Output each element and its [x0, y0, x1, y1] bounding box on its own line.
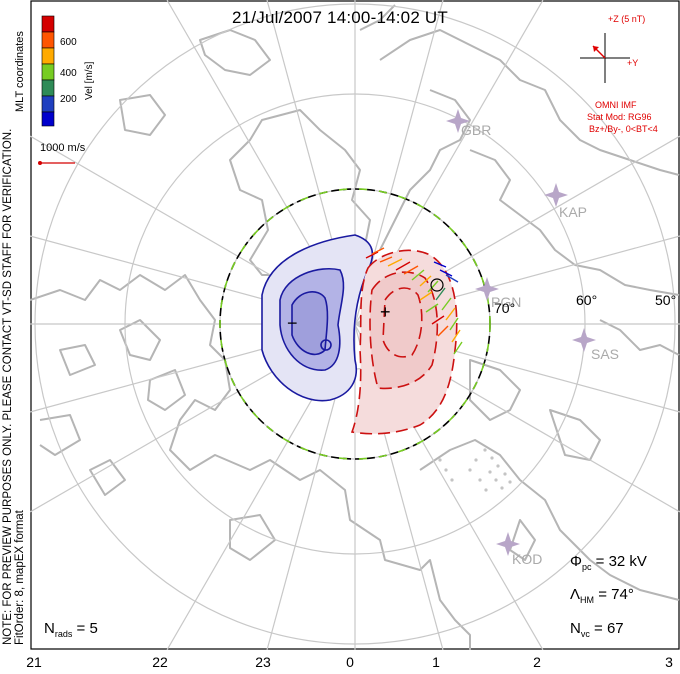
- station-sas: SAS: [591, 346, 620, 362]
- mlt-tick-21: 21: [26, 654, 42, 670]
- mlt-tick-2: 2: [533, 654, 541, 670]
- fov-dots: [438, 448, 512, 492]
- nrads-symbol: N: [44, 620, 55, 637]
- stat-nvc: Nvc = 67: [570, 620, 624, 639]
- plot-title: 21/Jul/2007 14:00-14:02 UT: [232, 8, 448, 27]
- latitude-60: 60°: [576, 292, 598, 308]
- coords-label: MLT coordinates: [14, 31, 26, 112]
- mlt-tick-23: 23: [255, 654, 271, 670]
- stat-phi-pc: Φpc = 32 kV: [570, 553, 647, 572]
- mlt-tick-1: 1: [432, 654, 440, 670]
- hm-boundary-overlay: [219, 188, 491, 460]
- negative-cell: [261, 234, 374, 402]
- colorbar-label: Vel [m/s]: [84, 61, 95, 100]
- latitude-70: 70°: [494, 300, 516, 316]
- nrads-sub: rads: [54, 629, 73, 639]
- imf-model: Stat Mod: RG96: [587, 112, 652, 122]
- scale-vector-marker: [38, 161, 75, 165]
- lambda-value: = 74°: [598, 586, 634, 603]
- station-gbr: GBR: [461, 122, 492, 138]
- station-pgn: PGN: [491, 294, 522, 310]
- stat-nrads: Nrads = 5: [44, 620, 98, 639]
- nvc-symbol: N: [570, 620, 581, 637]
- imf-source: OMNI IMF: [595, 100, 637, 110]
- negative-marker: −: [287, 313, 298, 333]
- vector-origin: [430, 278, 444, 292]
- phi-sub: pc: [581, 562, 592, 572]
- station-kap: KAP: [559, 204, 588, 220]
- fit-order-note: FitOrder: 8, mapEX format: [14, 510, 26, 645]
- nvc-sub: vc: [580, 629, 590, 639]
- colorbar-tick-400: 400: [60, 68, 77, 79]
- phi-symbol: Φ: [570, 553, 582, 570]
- colorbar-tick-600: 600: [60, 37, 77, 48]
- scale-vector-label: 1000 m/s: [40, 142, 86, 154]
- colorbar: [41, 15, 55, 127]
- nvc-value: = 67: [594, 620, 624, 637]
- imf-clock: [580, 33, 630, 83]
- imf-condition: Bz+/By-, 0<BT<4: [589, 124, 658, 134]
- imf-axis-y: +Y: [627, 58, 639, 68]
- positive-cell: [350, 249, 458, 435]
- nrads-value: = 5: [76, 620, 98, 637]
- colorbar-tick-200: 200: [60, 94, 77, 105]
- stat-lambda-hm: ΛHM = 74°: [570, 586, 634, 605]
- latitude-50: 50°: [655, 292, 677, 308]
- station-kod: KOD: [512, 551, 543, 567]
- phi-value: = 32 kV: [595, 553, 647, 570]
- lambda-sub: HM: [580, 595, 595, 605]
- imf-axis-z: +Z (5 nT): [608, 14, 646, 24]
- lambda-symbol: Λ: [570, 586, 581, 603]
- mlt-tick-22: 22: [152, 654, 168, 670]
- positive-marker: +: [380, 302, 391, 322]
- station-markers: [446, 109, 596, 556]
- velocity-vectors: [365, 247, 463, 355]
- mlt-tick-0: 0: [346, 654, 354, 670]
- polar-map: [30, 0, 680, 650]
- mlt-tick-3: 3: [665, 654, 673, 670]
